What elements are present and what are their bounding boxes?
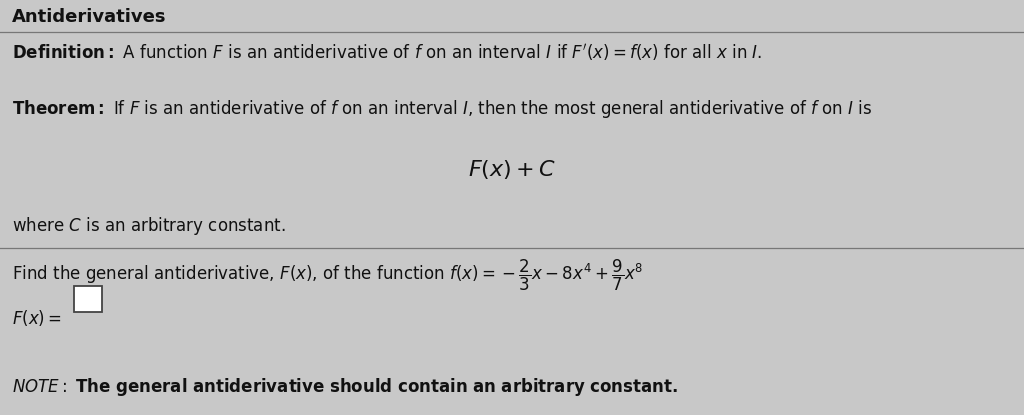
Text: Find the general antiderivative, $F(x)$, of the function $f(x)=-\dfrac{2}{3}x-8x: Find the general antiderivative, $F(x)$,… xyxy=(12,258,643,293)
Text: where $C$ is an arbitrary constant.: where $C$ is an arbitrary constant. xyxy=(12,215,286,237)
Text: Antiderivatives: Antiderivatives xyxy=(12,8,167,26)
Text: $F(x)+C$: $F(x)+C$ xyxy=(468,158,556,181)
Text: $\bf{Definition:}$ A function $F$ is an antiderivative of $f$ on an interval $I$: $\bf{Definition:}$ A function $F$ is an … xyxy=(12,42,762,63)
FancyBboxPatch shape xyxy=(74,286,102,312)
Text: $F(x)=$: $F(x)=$ xyxy=(12,308,61,328)
Text: $\it{NOTE:}$ $\bf{The\ general\ antiderivative\ should\ contain\ an\ arbitrary\ : $\it{NOTE:}$ $\bf{The\ general\ antideri… xyxy=(12,376,678,398)
Text: $\bf{Theorem:}$ If $F$ is an antiderivative of $f$ on an interval $I$, then the : $\bf{Theorem:}$ If $F$ is an antiderivat… xyxy=(12,98,872,120)
